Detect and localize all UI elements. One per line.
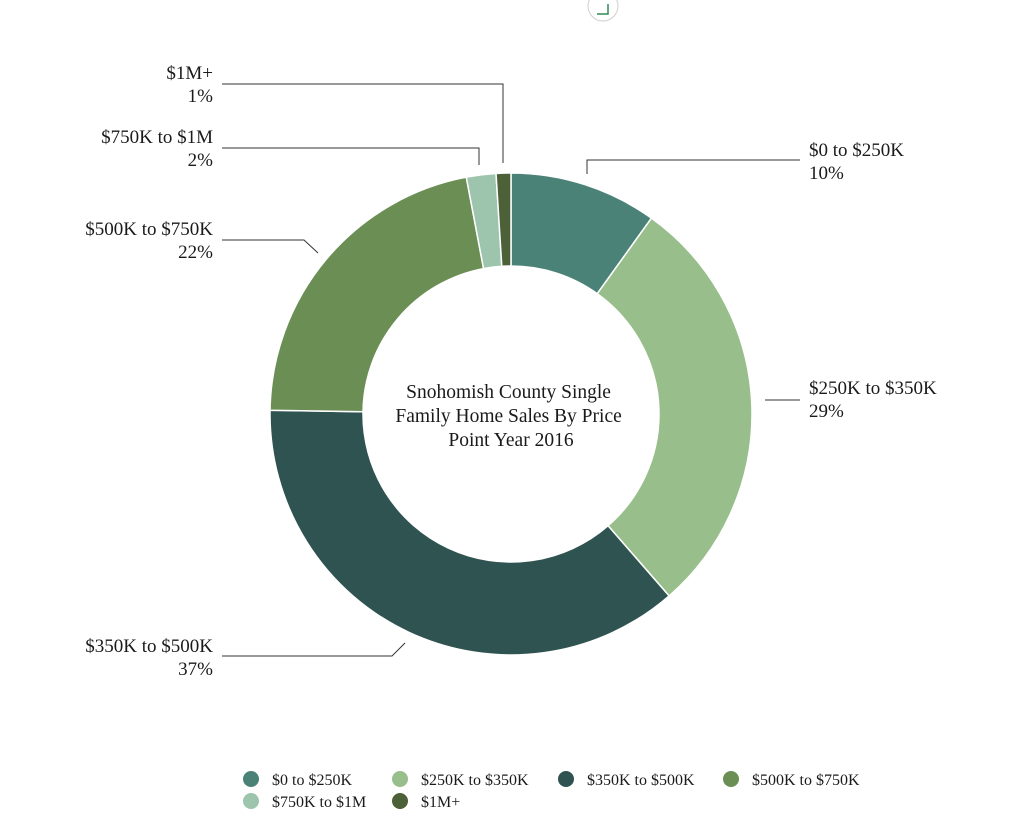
slice-label-category: $750K to $1M xyxy=(101,127,213,148)
slice-label-value: 37% xyxy=(178,659,213,680)
leader-line-4 xyxy=(222,147,480,165)
leader-line-3 xyxy=(222,239,319,254)
slice-label-3: $500K to $750K 22% xyxy=(85,219,213,263)
legend-label: $750K to $1M xyxy=(272,794,366,811)
legend-item-4[interactable]: $750K to $1M xyxy=(243,793,366,811)
legend-label: $250K to $350K xyxy=(421,772,529,789)
legend-label: $350K to $500K xyxy=(587,772,695,789)
legend-item-0[interactable]: $0 to $250K xyxy=(243,771,352,789)
legend-label: $1M+ xyxy=(421,794,460,811)
slice-2[interactable] xyxy=(269,409,671,656)
legend-label: $500K to $750K xyxy=(752,772,860,789)
legend-item-2[interactable]: $350K to $500K xyxy=(558,771,695,789)
slice-label-2: $350K to $500K 37% xyxy=(85,636,213,680)
leader-lines xyxy=(222,83,800,657)
slice-label-0: $0 to $250K 10% xyxy=(809,140,904,184)
slice-label-4: $750K to $1M 2% xyxy=(101,127,213,171)
legend: $0 to $250K $250K to $350K $350K to $500K $… xyxy=(243,771,860,811)
legend-swatch xyxy=(558,771,574,787)
slice-label-category: $500K to $750K xyxy=(85,219,213,240)
slice-5[interactable] xyxy=(495,172,512,268)
slice-label-value: 2% xyxy=(188,150,214,171)
chart-title-line: Family Home Sales By Price xyxy=(395,406,621,427)
slice-label-category: $0 to $250K xyxy=(809,140,904,161)
legend-swatch xyxy=(392,771,408,787)
legend-label: $0 to $250K xyxy=(272,772,352,789)
legend-item-3[interactable]: $500K to $750K xyxy=(723,771,860,789)
chart-title: Snohomish County Single Family Home Sale… xyxy=(395,382,626,451)
legend-swatch xyxy=(243,771,259,787)
slice-label-5: $1M+ 1% xyxy=(166,63,213,107)
slice-3[interactable] xyxy=(269,176,485,413)
slice-label-value: 29% xyxy=(809,401,844,422)
leader-line-2 xyxy=(222,642,406,657)
expand-icon[interactable] xyxy=(587,0,619,22)
leader-line-5 xyxy=(222,83,504,163)
slice-labels: $0 to $250K 10% $250K to $350K 29% $350K to … xyxy=(85,63,937,680)
slice-label-category: $1M+ xyxy=(166,63,213,84)
donut-slices xyxy=(269,172,753,656)
chart-title-line: Point Year 2016 xyxy=(448,430,573,451)
leader-line-0 xyxy=(586,159,800,174)
slice-label-category: $350K to $500K xyxy=(85,636,213,657)
slice-1[interactable] xyxy=(596,217,753,597)
slice-label-1: $250K to $350K 29% xyxy=(809,378,937,422)
legend-swatch xyxy=(243,793,259,809)
legend-item-1[interactable]: $250K to $350K xyxy=(392,771,529,789)
slice-label-category: $250K to $350K xyxy=(809,378,937,399)
chart-title-line: Snohomish County Single xyxy=(406,382,611,403)
slice-label-value: 1% xyxy=(188,86,214,107)
slice-label-value: 10% xyxy=(809,163,844,184)
legend-swatch xyxy=(723,771,739,787)
legend-swatch xyxy=(392,793,408,809)
legend-item-5[interactable]: $1M+ xyxy=(392,793,460,811)
slice-label-value: 22% xyxy=(178,242,213,263)
